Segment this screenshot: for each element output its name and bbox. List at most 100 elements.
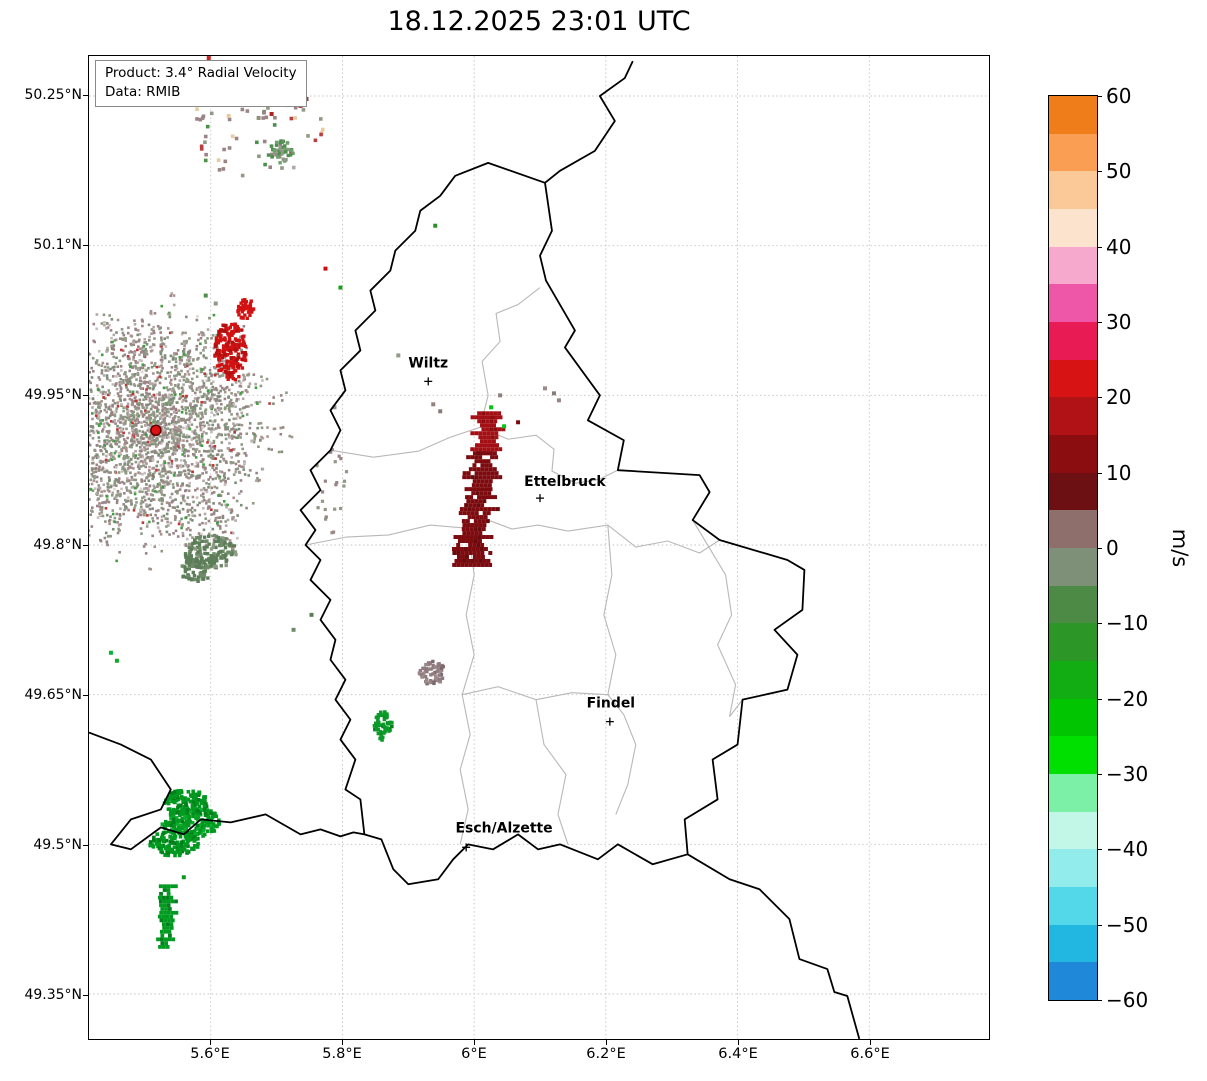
country-borders (89, 60, 861, 1039)
colorbar-band (1049, 472, 1097, 511)
canton-border (459, 528, 475, 845)
colorbar-band (1049, 924, 1097, 963)
x-tick-label: 6.4°E (718, 1046, 758, 1062)
x-tick-mark (738, 1040, 739, 1045)
city-label-ettelbruck: Ettelbruck (524, 474, 606, 490)
colorbar-band (1049, 435, 1097, 474)
colorbar-band (1049, 774, 1097, 813)
city-label-wiltz: Wiltz (408, 355, 448, 371)
colorbar-tick-label: −50 (1106, 912, 1149, 937)
x-tick-mark (606, 1040, 607, 1045)
canton-border (535, 699, 569, 845)
colorbar-tick-mark (1098, 96, 1102, 97)
y-tick-mark (83, 545, 88, 546)
colorbar-tick-mark (1098, 548, 1102, 549)
canton-border (330, 287, 541, 458)
y-tick-mark (83, 95, 88, 96)
colorbar-band (1049, 171, 1097, 210)
city-marker-ettelbruck (536, 494, 544, 503)
radar-echo-layer (89, 56, 561, 949)
colorbar-tick-label: −20 (1106, 686, 1149, 711)
colorbar-tick-label: −40 (1106, 837, 1149, 862)
colorbar-band (1049, 887, 1097, 926)
colorbar-tick-mark (1098, 924, 1102, 926)
canton-border (603, 525, 637, 815)
colorbar-band (1049, 397, 1097, 436)
colorbar-tick-label: 30 (1106, 310, 1132, 334)
colorbar-tick-label: 40 (1106, 234, 1132, 259)
city-marker-layer: Wiltz Ettelbruck Findel Esch/Alzette (408, 355, 635, 852)
colorbar-band (1049, 246, 1097, 285)
city-label-eschalzette: Esch/Alzette (456, 820, 553, 836)
y-tick-label: 50.1°N (33, 237, 82, 253)
colorbar-tick-mark (1098, 472, 1102, 474)
page-title: 18.12.2025 23:01 UTC (387, 6, 691, 37)
map-plot-area: Wiltz Ettelbruck Findel Esch/Alzette Produc… (88, 55, 990, 1040)
colorbar-tick-mark (1098, 1000, 1102, 1001)
x-tick-label: 5.6°E (190, 1046, 230, 1062)
y-tick-label: 50.25°N (24, 87, 82, 103)
city-label-findel: Findel (587, 696, 635, 712)
canton-border (305, 519, 720, 554)
radar-site-layer (150, 424, 162, 436)
y-tick-mark (83, 845, 88, 846)
colorbar-tick-mark (1098, 397, 1102, 399)
city-marker-findel (605, 717, 614, 726)
colorbar-band (1049, 962, 1097, 1001)
x-tick-mark (870, 1040, 871, 1045)
colorbar-band (1049, 96, 1097, 135)
colorbar-band (1049, 548, 1097, 587)
product-info-line2: Data: RMIB (105, 83, 181, 100)
x-tick-mark (342, 1040, 343, 1045)
country-border-belgium-germany (544, 60, 634, 184)
y-tick-label: 49.65°N (24, 687, 82, 703)
y-tick-mark (83, 245, 88, 246)
colorbar-band (1049, 284, 1097, 323)
colorbar-band (1049, 623, 1097, 662)
colorbar-band (1049, 133, 1097, 172)
colorbar (1048, 95, 1098, 1001)
y-tick-mark (83, 695, 88, 696)
colorbar-tick-label: 50 (1106, 159, 1132, 184)
colorbar-band (1049, 585, 1097, 624)
x-tick-label: 6.6°E (850, 1046, 890, 1062)
colorbar-tick-mark (1098, 171, 1102, 173)
colorbar-band (1049, 811, 1097, 850)
radar-site-marker (150, 424, 162, 436)
grid-layer (89, 56, 989, 1039)
colorbar-tick-label: 60 (1106, 84, 1132, 108)
y-tick-label: 49.35°N (24, 987, 82, 1003)
product-info-box: Product: 3.4° Radial Velocity Data: RMIB (95, 60, 307, 107)
country-border-luxembourg (299, 161, 806, 886)
y-tick-label: 49.95°N (24, 387, 82, 403)
map-canvas: Wiltz Ettelbruck Findel Esch/Alzette (89, 56, 989, 1039)
colorbar-tick-mark (1098, 849, 1102, 851)
colorbar-tick-label: −60 (1106, 988, 1149, 1012)
colorbar-tick-mark (1098, 322, 1102, 323)
colorbar-unit-label: m/s (1168, 528, 1192, 568)
x-tick-label: 6°E (461, 1046, 487, 1062)
colorbar-tick-label: 10 (1106, 460, 1132, 485)
city-marker-wiltz (424, 377, 433, 386)
canton-borders (305, 287, 743, 845)
canton-border (692, 519, 743, 717)
colorbar-band (1049, 661, 1097, 700)
colorbar-tick-mark (1098, 246, 1102, 248)
colorbar-tick-label: 20 (1106, 385, 1132, 410)
colorbar-band (1049, 209, 1097, 248)
colorbar-band (1049, 736, 1097, 775)
y-tick-label: 49.5°N (33, 837, 82, 853)
colorbar-band (1049, 849, 1097, 888)
country-border-france-belgium (89, 731, 365, 851)
colorbar-tick-mark (1098, 698, 1102, 700)
product-info-line1: Product: 3.4° Radial Velocity (105, 65, 297, 81)
colorbar-band (1049, 359, 1097, 398)
canton-border (479, 426, 619, 484)
colorbar-tick-label: 0 (1106, 536, 1119, 560)
city-marker-eschalzette (462, 843, 471, 852)
country-border-france-germany (687, 853, 861, 1039)
x-tick-label: 5.8°E (322, 1046, 362, 1062)
x-tick-label: 6.2°E (586, 1046, 626, 1062)
colorbar-tick-label: −10 (1106, 611, 1149, 636)
